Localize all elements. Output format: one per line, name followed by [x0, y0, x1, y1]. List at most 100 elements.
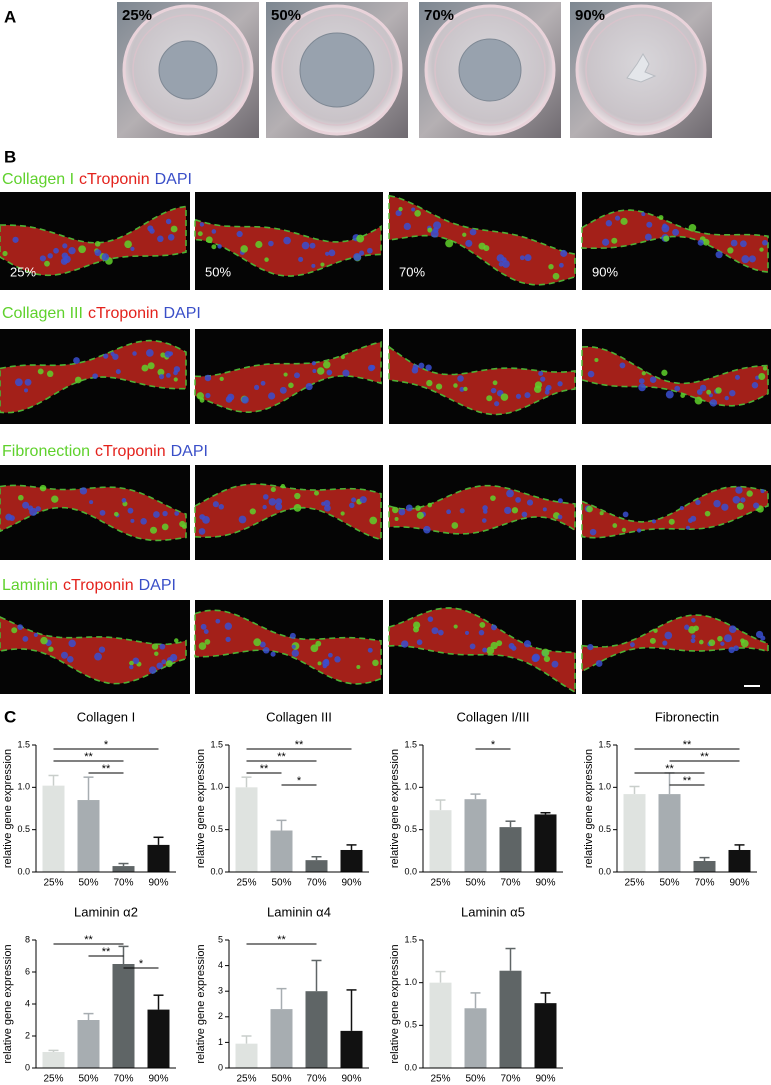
- nucleus: [199, 222, 205, 227]
- nucleus: [414, 210, 422, 217]
- nucleus: [646, 221, 653, 228]
- y-tick-label: 6: [25, 966, 30, 976]
- nucleus: [688, 223, 697, 232]
- x-tick-label: 90%: [729, 878, 749, 889]
- bar: [270, 1009, 293, 1068]
- stain-title: Collagen III cTroponin DAPI: [2, 305, 201, 322]
- bar: [147, 844, 170, 872]
- nucleus: [94, 249, 102, 257]
- significance-label: *: [104, 739, 109, 751]
- nucleus: [317, 661, 322, 666]
- nucleus: [199, 514, 206, 520]
- nucleus: [351, 497, 357, 503]
- nucleus: [691, 618, 696, 623]
- panel-label: B: [4, 147, 16, 166]
- nucleus: [459, 508, 465, 514]
- nucleus: [732, 495, 741, 504]
- x-tick-label: 70%: [500, 878, 520, 889]
- stain-name: Laminin: [2, 577, 58, 594]
- nucleus: [11, 627, 18, 634]
- chart-title: Collagen I: [77, 709, 136, 724]
- nucleus: [418, 362, 425, 369]
- nucleus: [746, 490, 753, 497]
- nucleus: [288, 382, 294, 389]
- y-tick-label: 2: [25, 1030, 30, 1040]
- nucleus: [694, 396, 703, 405]
- nucleus: [39, 484, 47, 492]
- nucleus: [94, 652, 102, 661]
- nucleus: [326, 369, 333, 376]
- y-tick-label: 1: [218, 1037, 223, 1047]
- nucleus: [280, 483, 286, 489]
- nucleus: [465, 239, 473, 247]
- nucleus: [413, 626, 420, 633]
- nucleus: [255, 240, 263, 249]
- nucleus: [40, 636, 48, 645]
- nucleus: [322, 663, 327, 669]
- nucleus: [662, 223, 668, 229]
- bar: [77, 800, 100, 872]
- nucleus: [159, 643, 166, 650]
- stain-title: Collagen I cTroponin DAPI: [2, 171, 192, 188]
- section-label: 50%: [205, 264, 231, 279]
- nucleus: [236, 230, 243, 238]
- significance-label: **: [260, 763, 269, 775]
- nucleus: [605, 219, 613, 227]
- y-tick-label: 2: [218, 1011, 223, 1021]
- y-axis-label: relative gene expression: [2, 749, 14, 868]
- significance-label: **: [102, 763, 111, 775]
- panel-label: A: [4, 7, 16, 26]
- nucleus: [523, 640, 532, 648]
- nucleus: [453, 624, 458, 629]
- nucleus: [621, 527, 627, 533]
- nucleus: [511, 645, 517, 651]
- y-tick-label: 1.0: [404, 782, 417, 792]
- nucleus: [492, 380, 498, 386]
- nucleus: [587, 643, 594, 651]
- y-tick-label: 0.5: [404, 1020, 417, 1030]
- nucleus: [544, 389, 550, 395]
- nucleus: [48, 646, 54, 652]
- x-tick-label: 25%: [624, 878, 644, 889]
- bar: [147, 1009, 170, 1068]
- nucleus: [314, 490, 319, 496]
- nucleus: [162, 510, 168, 517]
- nucleus: [23, 388, 29, 393]
- bar: [499, 827, 522, 872]
- significance-label: **: [683, 739, 692, 751]
- nucleus: [721, 503, 729, 511]
- tissue-disc: [158, 40, 218, 100]
- x-tick-label: 70%: [113, 878, 133, 889]
- y-tick-label: 1.0: [404, 977, 417, 987]
- nucleus: [294, 492, 301, 500]
- nucleus: [695, 499, 701, 506]
- y-tick-label: 3: [218, 986, 223, 996]
- nucleus: [147, 362, 155, 370]
- nucleus: [298, 256, 304, 262]
- tissue-band: [194, 341, 382, 413]
- nucleus: [543, 655, 551, 663]
- x-tick-label: 50%: [465, 878, 485, 889]
- nucleus: [401, 640, 409, 648]
- nucleus: [469, 643, 476, 650]
- nucleus: [275, 498, 283, 505]
- nucleus: [130, 518, 135, 523]
- y-tick-label: 0: [218, 1062, 223, 1072]
- nucleus: [502, 260, 510, 268]
- nucleus: [174, 638, 179, 643]
- nucleus: [359, 496, 367, 504]
- nucleus: [431, 627, 439, 635]
- bar: [77, 1020, 100, 1068]
- nucleus: [225, 396, 233, 403]
- nucleus: [759, 247, 764, 252]
- nucleus: [225, 636, 231, 643]
- nucleus: [622, 511, 629, 518]
- tissue-band: [194, 609, 382, 685]
- nucleus: [18, 494, 24, 501]
- dish-label: 90%: [575, 7, 605, 24]
- nucleus: [755, 375, 760, 380]
- nucleus: [435, 383, 443, 390]
- nucleus: [349, 502, 355, 509]
- x-tick-label: 50%: [271, 878, 291, 889]
